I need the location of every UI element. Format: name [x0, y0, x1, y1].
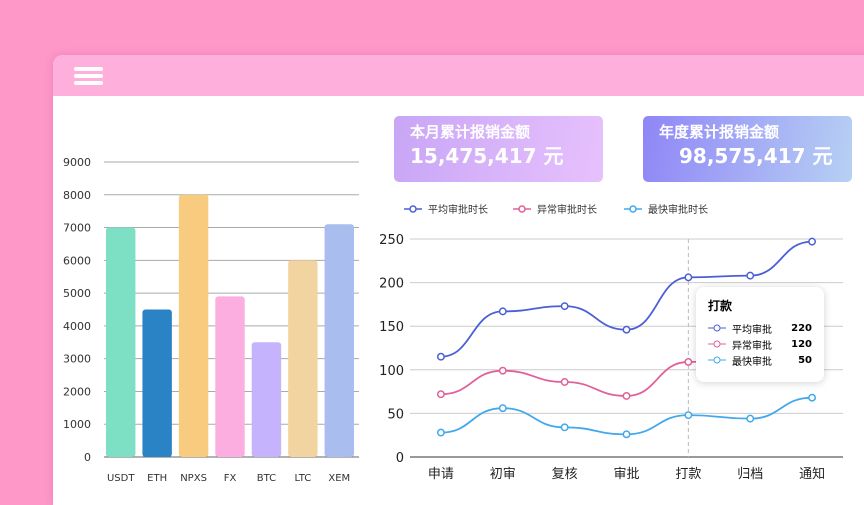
data-point [436, 390, 445, 399]
data-point [622, 392, 631, 400]
bar-x-tick-label: ETH [147, 473, 167, 484]
yearly-stat-card: 年度累计报销金额 98,575,417 元 [643, 116, 852, 182]
data-point [436, 428, 445, 437]
data-point [498, 404, 507, 413]
legend-label: 异常审批时长 [537, 203, 597, 216]
legend-label: 平均审批时长 [428, 203, 488, 216]
bar-xem [324, 224, 354, 457]
bar-x-tick-label: NPXS [180, 473, 207, 484]
tooltip-value: 50 [798, 354, 812, 366]
data-point [498, 307, 507, 316]
line-y-tick-label: 0 [396, 451, 404, 466]
line-x-tick-label: 初审 [490, 467, 516, 482]
yearly-stat-title: 年度累计报销金额 [659, 123, 780, 141]
bar-x-tick-label: FX [224, 473, 237, 484]
data-point [498, 366, 507, 375]
line-y-tick-label: 250 [379, 233, 404, 248]
bar-eth [142, 309, 172, 457]
data-point [560, 378, 569, 386]
bar-y-tick-label: 5000 [63, 287, 91, 300]
yearly-stat-value: 98,575,417 元 [679, 144, 833, 168]
line-y-tick-label: 150 [379, 320, 404, 335]
tooltip-value: 120 [791, 338, 812, 350]
bar-btc [251, 342, 282, 457]
monthly-stat-card: 本月累计报销金额 15,475,417 元 [394, 116, 603, 182]
line-y-tick-label: 200 [379, 277, 404, 292]
data-point [436, 352, 445, 361]
bar-x-tick-label: LTC [295, 473, 312, 484]
chart-tooltip: 打款 平均审批 220 异常审批 120 最快审批 50 [696, 287, 824, 382]
data-point [622, 325, 631, 334]
line-x-tick-label: 归档 [737, 467, 763, 482]
data-point [684, 358, 693, 366]
data-point [622, 430, 631, 439]
bar-y-tick-label: 2000 [63, 385, 91, 398]
line-x-tick-label: 申请 [428, 467, 454, 482]
bar-x-tick-label: USDT [107, 473, 135, 484]
bar-y-tick-label: 9000 [63, 156, 91, 169]
tooltip-label: 平均审批 [732, 324, 772, 336]
bar-usdt [106, 227, 136, 457]
bar-y-tick-label: 3000 [63, 353, 91, 366]
line-x-tick-label: 打款 [675, 467, 701, 482]
data-point [808, 237, 817, 246]
data-point [560, 302, 569, 311]
monthly-stat-value: 15,475,417 元 [410, 144, 564, 168]
data-point [560, 423, 569, 432]
bar-y-tick-label: 1000 [63, 418, 91, 431]
bar-y-tick-label: 6000 [63, 254, 91, 267]
tooltip-title: 打款 [708, 299, 733, 313]
data-point [684, 273, 693, 282]
line-x-tick-label: 通知 [799, 466, 825, 482]
data-point [746, 414, 755, 423]
line-y-tick-label: 50 [387, 407, 404, 422]
charts-svg: 0100020003000400050006000700080009000USD… [63, 156, 843, 484]
legend-marker [629, 205, 637, 213]
monthly-stat-title: 本月累计报销金额 [410, 123, 531, 141]
tooltip-value: 220 [791, 322, 812, 334]
dashboard-card: 本月累计报销金额 15,475,417 元 年度累计报销金额 98,575,41… [53, 55, 864, 505]
bar-y-tick-label: 8000 [63, 189, 91, 202]
legend-marker [518, 205, 526, 213]
header-bar [53, 55, 864, 96]
tooltip-row: 最快审批 50 [708, 352, 812, 368]
tooltip-row: 平均审批 220 [708, 320, 812, 336]
bar-npxs [178, 194, 209, 457]
bar-x-tick-label: BTC [257, 473, 276, 484]
bar-x-tick-label: XEM [328, 473, 350, 484]
bar-ltc [288, 260, 318, 457]
hamburger-icon[interactable] [74, 67, 103, 88]
line-x-tick-label: 复核 [552, 467, 578, 482]
tooltip-label: 最快审批 [732, 356, 772, 368]
legend-marker [409, 205, 417, 213]
tooltip-label: 异常审批 [732, 340, 772, 352]
data-point [808, 393, 817, 402]
bar-y-tick-label: 4000 [63, 320, 91, 333]
line-x-tick-label: 审批 [613, 467, 639, 482]
line-y-tick-label: 100 [379, 364, 404, 379]
bar-y-tick-label: 7000 [63, 222, 91, 235]
tooltip-row: 异常审批 120 [708, 336, 812, 352]
data-point [684, 411, 693, 420]
bar-y-tick-label: 0 [84, 451, 91, 464]
legend-label: 最快审批时长 [648, 203, 708, 216]
bar-fx [215, 296, 245, 457]
data-point [746, 271, 755, 280]
series-line [440, 396, 813, 436]
